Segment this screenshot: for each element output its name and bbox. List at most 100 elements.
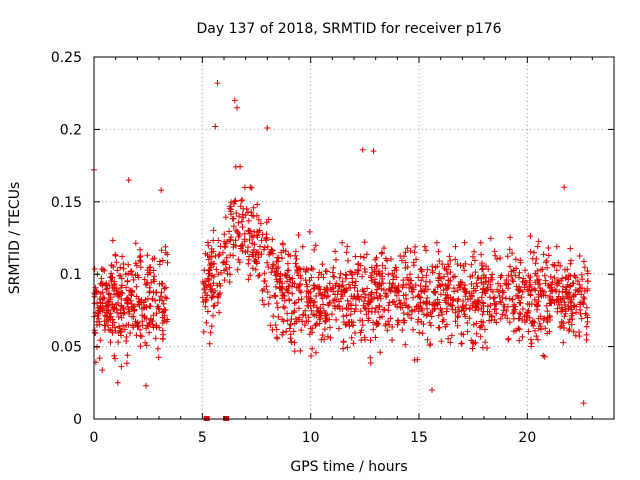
data-point [235, 230, 242, 237]
data-point [471, 248, 478, 255]
data-point [516, 337, 523, 344]
data-point [474, 283, 481, 290]
data-point [143, 382, 149, 389]
data-point [150, 289, 157, 296]
data-point [348, 334, 355, 341]
data-point [349, 279, 356, 286]
data-point [220, 259, 226, 266]
data-point [489, 276, 496, 283]
data-point [137, 343, 144, 350]
data-point [351, 284, 358, 291]
data-point [104, 307, 111, 314]
data-point [516, 299, 523, 306]
data-point [352, 330, 358, 336]
data-point [226, 264, 233, 271]
data-point [286, 296, 293, 303]
data-point [566, 316, 573, 323]
data-point [222, 243, 229, 250]
data-point [128, 289, 135, 296]
data-point [455, 304, 462, 311]
data-point [372, 334, 379, 341]
data-point [389, 324, 396, 330]
data-point [137, 253, 144, 259]
data-point [333, 280, 340, 287]
data-point [255, 216, 262, 223]
data-point [406, 303, 412, 310]
data-point [270, 313, 277, 320]
data-point [374, 295, 381, 302]
data-point [486, 317, 493, 324]
data-point [128, 268, 135, 275]
data-point [159, 309, 166, 316]
data-point [245, 260, 252, 267]
y-tick-label: 0.15 [51, 195, 82, 211]
data-point [141, 313, 148, 320]
data-point [469, 339, 476, 346]
data-point [410, 326, 416, 333]
data-point [253, 212, 260, 219]
data-point [136, 298, 143, 305]
data-point [124, 352, 131, 359]
data-point [96, 355, 103, 362]
data-point [120, 322, 126, 329]
data-point [494, 256, 500, 262]
data-point [417, 294, 424, 301]
data-point [232, 227, 239, 234]
data-point [105, 291, 112, 298]
data-point [381, 245, 387, 252]
data-point [583, 304, 590, 311]
data-point [293, 256, 300, 262]
data-point [226, 228, 233, 235]
data-point [548, 284, 555, 291]
data-point [519, 317, 526, 323]
data-point [490, 295, 497, 302]
data-point [544, 308, 551, 315]
data-point [200, 328, 207, 335]
data-point [241, 230, 248, 237]
data-point [291, 348, 298, 355]
data-point [569, 280, 576, 287]
data-point [232, 237, 239, 244]
data-point [403, 281, 410, 288]
data-point [579, 276, 586, 283]
data-point [127, 330, 134, 336]
data-point [400, 292, 407, 299]
data-point [144, 280, 151, 286]
data-point [360, 254, 367, 261]
data-point [418, 318, 425, 325]
data-point [318, 310, 325, 317]
data-point [424, 295, 431, 301]
data-point [537, 285, 544, 291]
data-point [371, 294, 378, 301]
data-point [331, 273, 338, 280]
data-point [423, 298, 430, 305]
data-point [287, 252, 294, 259]
data-point [209, 294, 216, 300]
data-point [510, 315, 517, 322]
data-point [568, 257, 574, 264]
data-point [557, 262, 564, 269]
data-point [545, 252, 552, 259]
data-point [466, 315, 473, 322]
data-point [319, 332, 326, 339]
data-point [311, 285, 318, 291]
data-point [536, 320, 543, 327]
data-point [318, 292, 325, 299]
data-point [227, 236, 234, 243]
data-point [215, 237, 222, 244]
data-point [445, 277, 452, 284]
data-point [517, 311, 524, 318]
data-point [540, 292, 547, 299]
data-point [301, 322, 308, 329]
data-point [272, 292, 279, 299]
data-point [269, 265, 276, 272]
data-point [242, 249, 249, 256]
data-point [572, 287, 579, 293]
data-point [162, 284, 169, 291]
data-point [275, 254, 282, 261]
y-tick-label: 0.2 [60, 122, 82, 138]
data-point [463, 305, 469, 312]
data-point [137, 246, 143, 253]
data-point [411, 357, 418, 363]
data-point [516, 326, 523, 333]
